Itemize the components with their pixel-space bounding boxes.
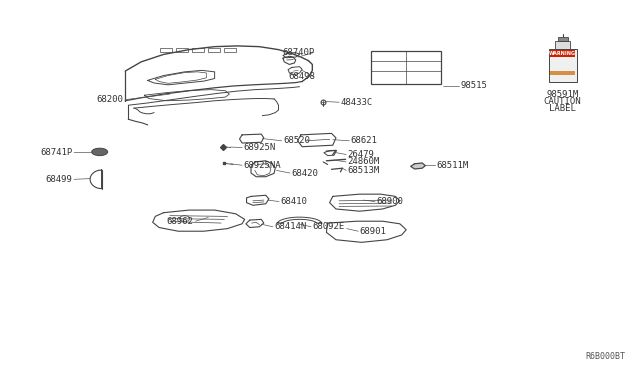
Bar <box>557 37 568 41</box>
Text: 68092E: 68092E <box>312 222 344 231</box>
Text: 68511M: 68511M <box>436 161 468 170</box>
Text: 68901: 68901 <box>360 227 387 236</box>
Polygon shape <box>411 163 426 169</box>
Text: 68513M: 68513M <box>348 166 380 175</box>
Text: 48433C: 48433C <box>340 98 372 107</box>
Ellipse shape <box>92 148 108 155</box>
Bar <box>192 48 204 52</box>
Text: WARNING: WARNING <box>549 51 576 56</box>
Bar <box>550 71 575 75</box>
Bar <box>176 48 188 52</box>
Bar <box>208 48 220 52</box>
Text: 26479: 26479 <box>348 150 374 159</box>
Text: 68925N: 68925N <box>243 143 276 152</box>
Text: 68414N: 68414N <box>274 222 307 231</box>
Text: 68741P: 68741P <box>40 148 72 157</box>
Text: 68925NA: 68925NA <box>243 161 281 170</box>
Text: 68962: 68962 <box>166 217 193 226</box>
Bar <box>555 41 570 49</box>
Bar <box>550 49 575 57</box>
Text: 68420: 68420 <box>291 169 318 177</box>
Bar <box>224 48 236 52</box>
Text: CAUTION: CAUTION <box>544 97 582 106</box>
Bar <box>548 49 577 82</box>
Text: 68900: 68900 <box>376 197 403 206</box>
Text: 68410: 68410 <box>280 197 307 206</box>
Bar <box>161 48 172 52</box>
Text: 68520: 68520 <box>283 136 310 145</box>
Bar <box>371 51 442 84</box>
Text: 68498: 68498 <box>288 72 315 81</box>
Text: 98591M: 98591M <box>547 90 579 99</box>
Text: 68200: 68200 <box>97 95 124 104</box>
Text: 68621: 68621 <box>351 136 378 145</box>
Text: 68740P: 68740P <box>283 48 315 57</box>
Text: LABEL: LABEL <box>549 105 576 113</box>
Text: 68499: 68499 <box>45 175 72 184</box>
Text: R6B000BT: R6B000BT <box>585 352 625 361</box>
Text: 98515: 98515 <box>461 81 488 90</box>
Text: 24860M: 24860M <box>348 157 380 166</box>
